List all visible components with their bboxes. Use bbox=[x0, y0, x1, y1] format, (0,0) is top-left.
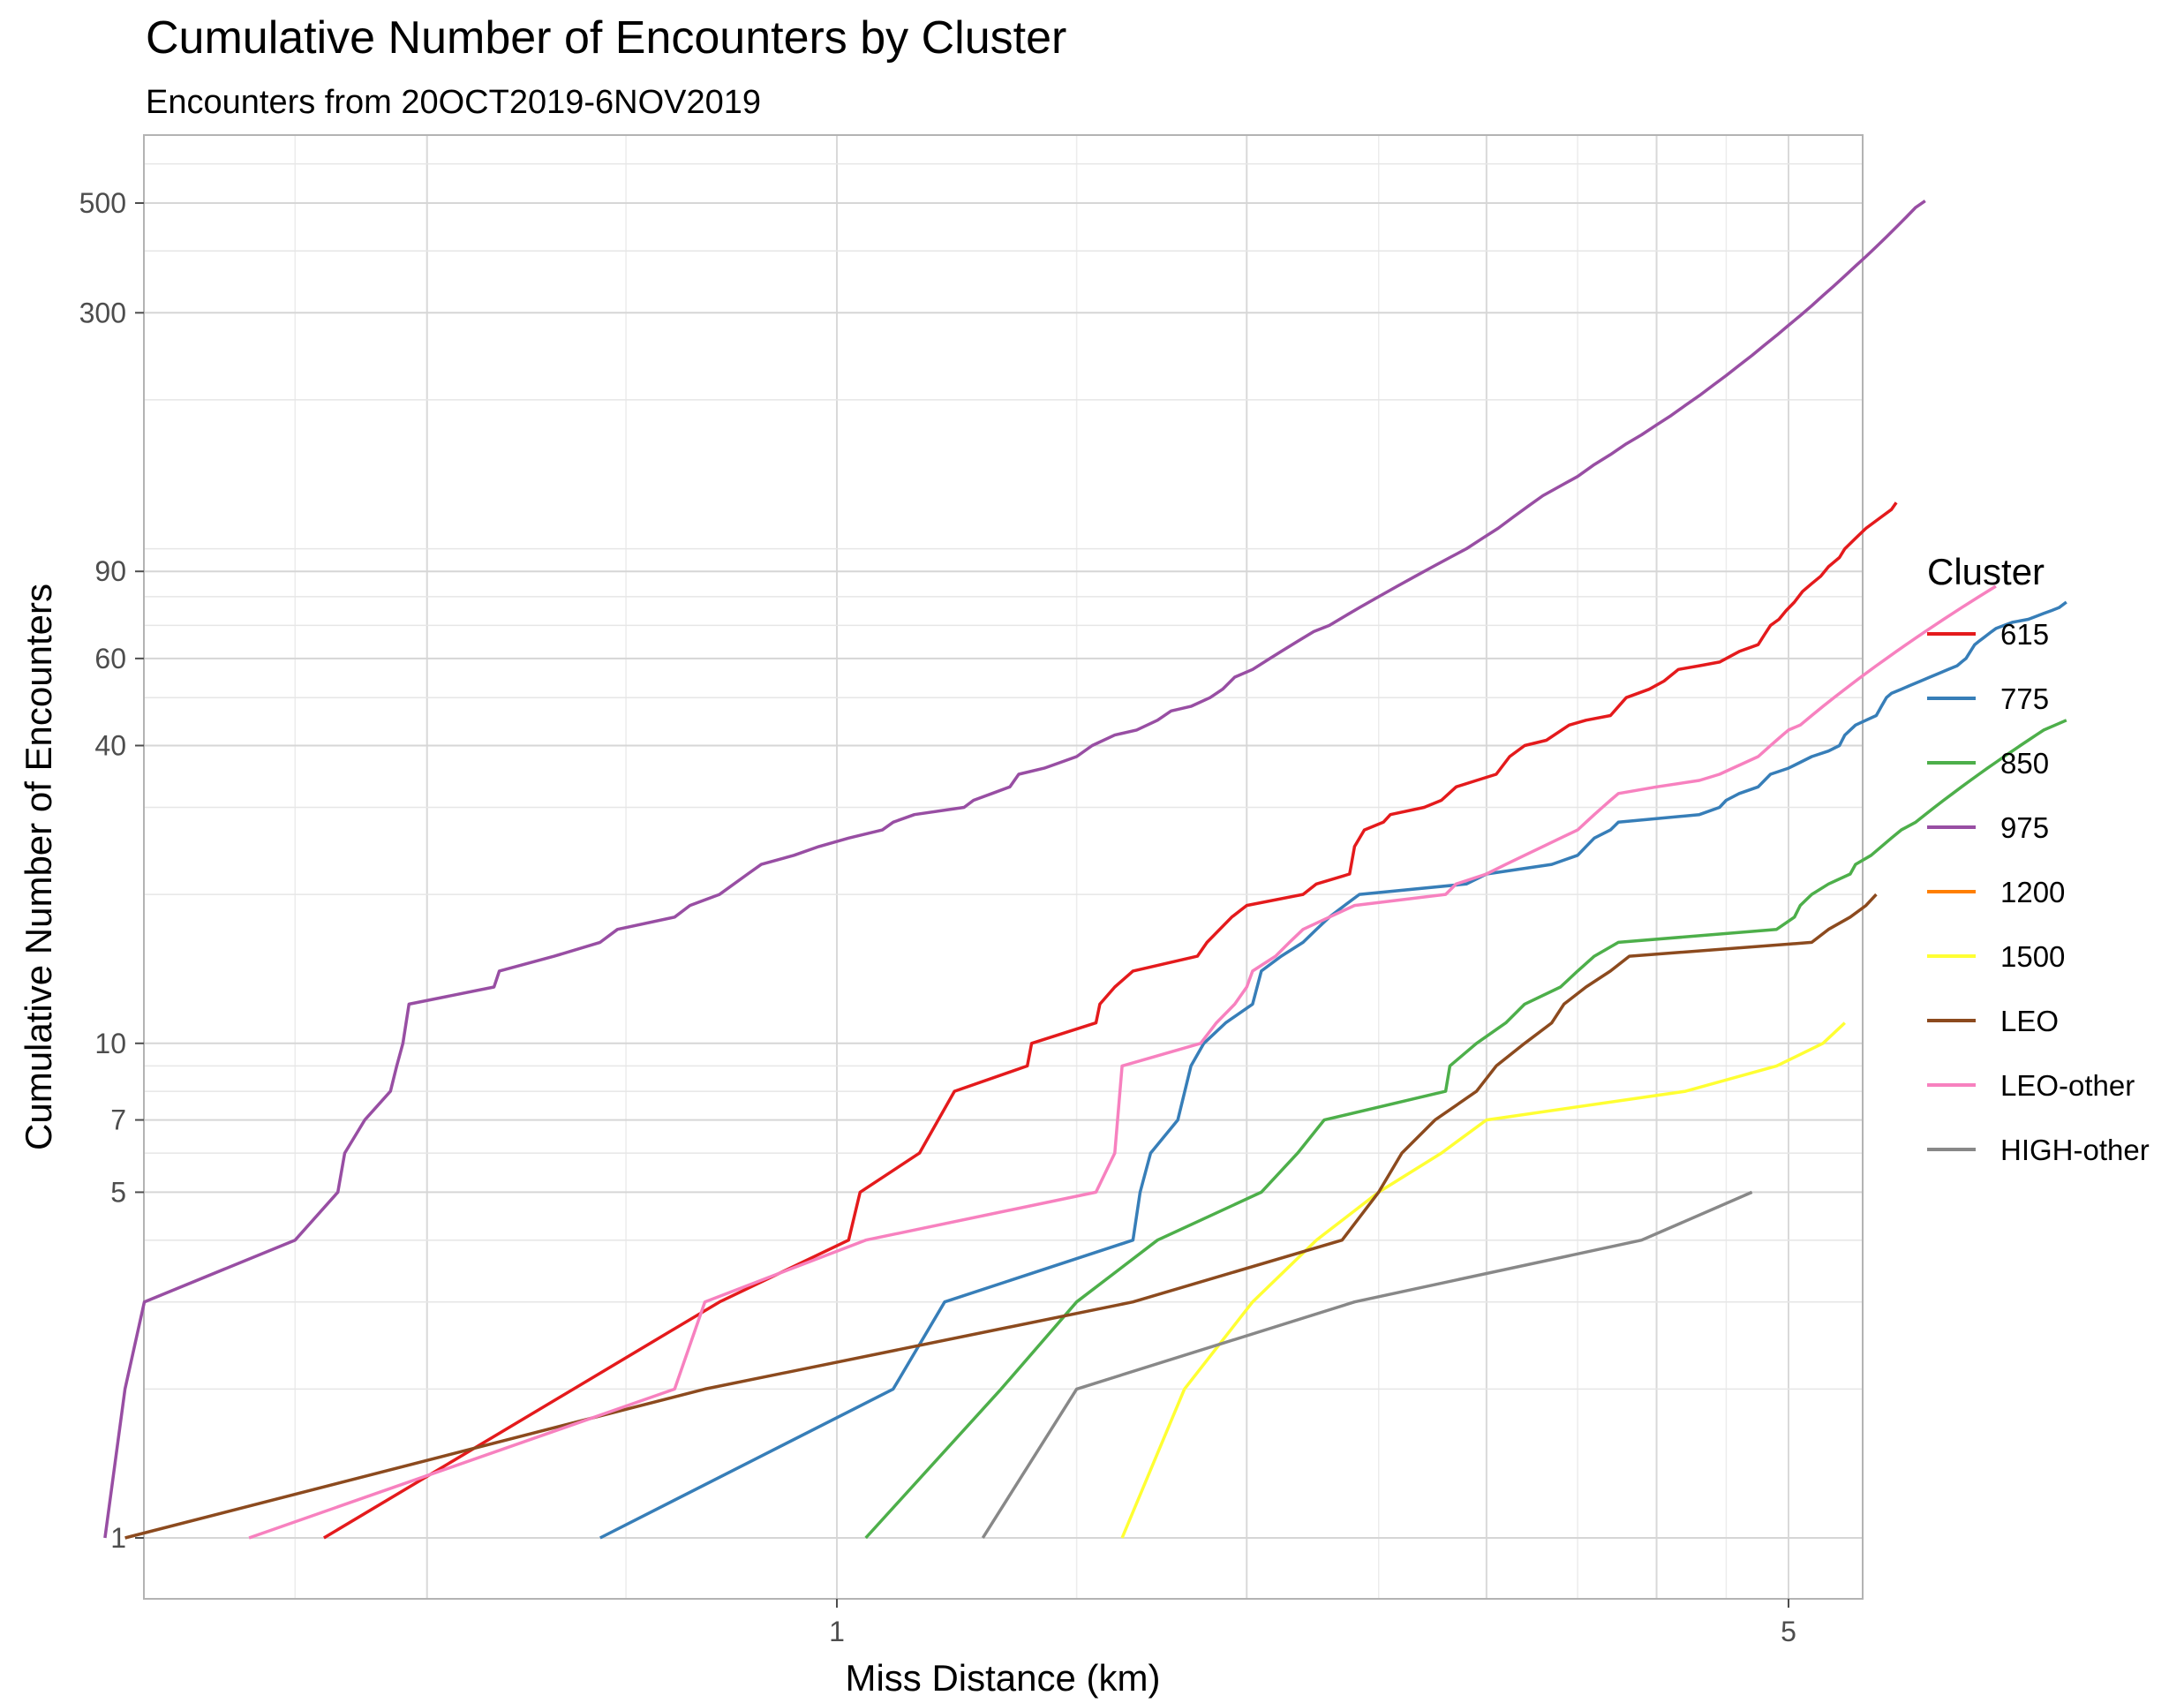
x-axis-title: Miss Distance (km) bbox=[845, 1657, 1160, 1699]
series-line-LEO-other bbox=[248, 584, 1997, 1540]
series-line-975 bbox=[103, 200, 1926, 1539]
series-line-615 bbox=[323, 501, 1898, 1540]
series-line-HIGH-other bbox=[981, 1190, 1753, 1539]
grid bbox=[144, 135, 1863, 1599]
series-line-850 bbox=[864, 719, 2067, 1540]
legend-label-HIGH-other: HIGH-other bbox=[2000, 1134, 2150, 1166]
y-tick-label: 1 bbox=[110, 1522, 126, 1554]
y-tick-label: 300 bbox=[79, 297, 126, 328]
legend-label-1200: 1200 bbox=[2000, 876, 2065, 908]
legend-label-850: 850 bbox=[2000, 747, 2049, 780]
y-tick-label: 10 bbox=[94, 1028, 126, 1059]
x-tick-label: 5 bbox=[1781, 1616, 1796, 1647]
series-line-1500 bbox=[1120, 1021, 1846, 1539]
legend-label-775: 775 bbox=[2000, 682, 2049, 715]
y-tick-label: 90 bbox=[94, 555, 126, 587]
chart-subtitle: Encounters from 20OCT2019-6NOV2019 bbox=[146, 84, 761, 121]
legend-label-LEO-other: LEO-other bbox=[2000, 1069, 2135, 1102]
series-line-775 bbox=[599, 600, 2067, 1540]
legend-label-975: 975 bbox=[2000, 811, 2049, 844]
y-tick-label: 500 bbox=[79, 187, 126, 219]
legend-label-615: 615 bbox=[2000, 618, 2049, 651]
x-tick-label: 1 bbox=[829, 1616, 845, 1647]
y-tick-label: 5 bbox=[110, 1176, 126, 1208]
legend-title: Cluster bbox=[1927, 551, 2045, 592]
legend-label-LEO: LEO bbox=[2000, 1005, 2059, 1037]
plot-panel-border bbox=[143, 134, 1864, 1600]
chart-title: Cumulative Number of Encounters by Clust… bbox=[146, 12, 1066, 64]
legend-label-1500: 1500 bbox=[2000, 940, 2065, 973]
y-tick-label: 40 bbox=[94, 730, 126, 762]
y-axis-title: Cumulative Number of Encounters bbox=[18, 584, 59, 1150]
y-tick-label: 60 bbox=[94, 643, 126, 674]
y-axis-ticks: 1 5 7 10 40 60 90 300 500 bbox=[79, 187, 144, 1554]
series-lines bbox=[103, 200, 2067, 1540]
y-tick-label: 7 bbox=[110, 1104, 126, 1136]
series-line-LEO bbox=[124, 893, 1878, 1540]
legend: 615 775 850 975 1200 1500 LEO LEO-other HIGH-oth… bbox=[1927, 618, 2150, 1166]
